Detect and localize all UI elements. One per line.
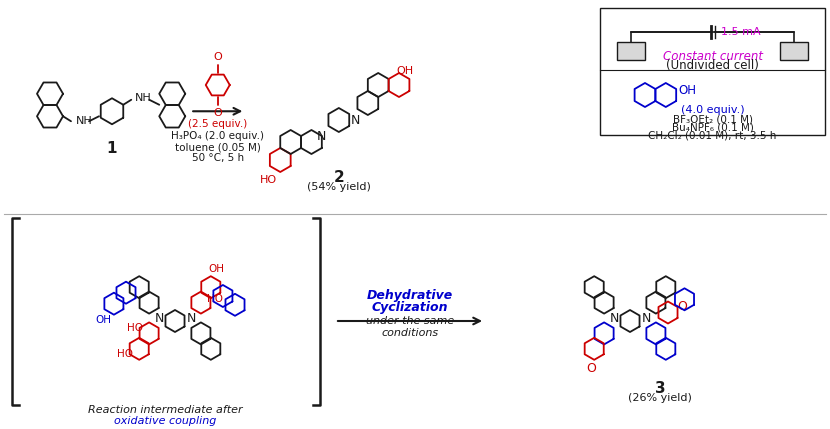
Text: NH: NH <box>135 93 152 103</box>
Text: HO: HO <box>260 175 277 185</box>
Bar <box>780 42 808 60</box>
Text: O: O <box>213 108 222 118</box>
Text: (4.0 equiv.): (4.0 equiv.) <box>681 105 745 115</box>
Text: N: N <box>609 311 618 324</box>
Text: 1: 1 <box>107 141 117 156</box>
Text: N: N <box>186 311 196 324</box>
Text: (26% yield): (26% yield) <box>628 393 692 403</box>
Text: N: N <box>642 311 651 324</box>
Text: OH: OH <box>95 315 111 325</box>
Text: oxidative coupling: oxidative coupling <box>114 416 216 426</box>
Text: (2.5 equiv.): (2.5 equiv.) <box>188 119 247 129</box>
Text: OH: OH <box>679 84 696 97</box>
Text: Pt: Pt <box>623 45 638 57</box>
Text: O: O <box>677 300 687 314</box>
Bar <box>617 42 645 60</box>
Text: HO: HO <box>127 323 143 333</box>
Text: HO: HO <box>117 349 133 360</box>
Text: Pt: Pt <box>787 45 802 57</box>
Bar <box>600 8 825 135</box>
Text: conditions: conditions <box>382 328 438 338</box>
Text: Reaction intermediate after: Reaction intermediate after <box>88 405 242 415</box>
Text: N: N <box>351 115 360 127</box>
Text: BF₃OEt₂ (0.1 M): BF₃OEt₂ (0.1 M) <box>672 114 753 124</box>
Text: Bu₄NPF₆ (0.1 M): Bu₄NPF₆ (0.1 M) <box>671 122 754 132</box>
Text: (Undivided cell): (Undivided cell) <box>666 58 759 72</box>
Text: NH: NH <box>76 116 93 126</box>
Text: 1.5 mA: 1.5 mA <box>720 27 760 37</box>
Text: 3: 3 <box>655 381 666 396</box>
Text: Dehydrative: Dehydrative <box>367 290 453 302</box>
Text: N: N <box>317 130 326 142</box>
Text: under the same: under the same <box>366 316 454 326</box>
Text: H₃PO₄ (2.0 equiv.): H₃PO₄ (2.0 equiv.) <box>171 131 264 141</box>
Text: Cyclization: Cyclization <box>372 302 448 314</box>
Text: O: O <box>213 52 222 62</box>
Text: OH: OH <box>397 66 413 76</box>
Text: O: O <box>586 362 596 375</box>
Text: OH: OH <box>208 264 224 274</box>
Text: 50 °C, 5 h: 50 °C, 5 h <box>192 153 244 163</box>
Text: 2: 2 <box>334 170 344 185</box>
Text: CH₂Cl₂ (0.01 M), rt, 3.5 h: CH₂Cl₂ (0.01 M), rt, 3.5 h <box>648 131 777 141</box>
Text: Constant current: Constant current <box>662 49 763 63</box>
Text: toluene (0.05 M): toluene (0.05 M) <box>175 142 261 152</box>
Text: HO: HO <box>208 294 223 304</box>
Text: (54% yield): (54% yield) <box>307 182 371 192</box>
Text: N: N <box>154 311 164 324</box>
